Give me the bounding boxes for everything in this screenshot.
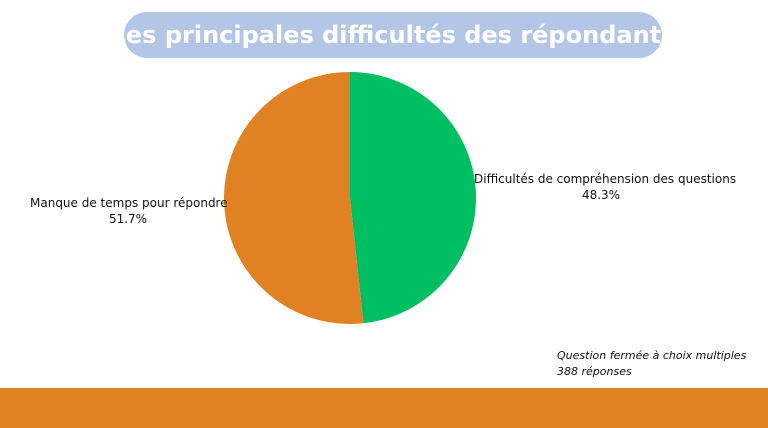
note-question-type: Question fermée à choix multiples	[557, 349, 747, 362]
pie-slice-1	[224, 71, 364, 324]
slice-label-comprehension-name: Difficultés de compréhension des questio…	[474, 172, 737, 186]
slice-label-manque-temps-value: 51.7%	[108, 212, 148, 226]
survey-note: Question fermée à choix multiples 388 ré…	[557, 348, 746, 380]
page-title: Les principales difficultés des répondan…	[110, 21, 676, 49]
pie-slice-0	[350, 72, 477, 324]
note-response-count: 388 réponses	[557, 365, 632, 378]
slice-label-manque-temps-name: Manque de temps pour répondre	[30, 196, 228, 210]
footer-band	[0, 388, 768, 428]
slice-label-manque-temps: Manque de temps pour répondre 51.7%	[30, 195, 228, 227]
title-banner: Les principales difficultés des répondan…	[111, 12, 675, 58]
slice-label-comprehension: Difficultés de compréhension des questio…	[474, 171, 737, 203]
slice-label-comprehension-value: 48.3%	[581, 188, 621, 202]
